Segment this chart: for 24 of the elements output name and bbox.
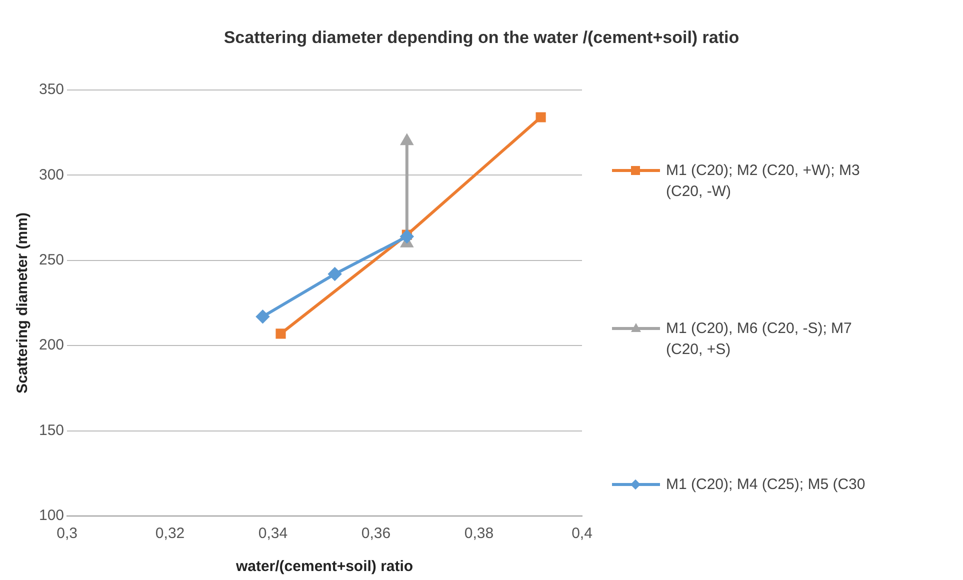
x-tick-label: 0,3 xyxy=(56,525,78,542)
legend-label: M1 (C20), M6 (C20, -S); M7 (C20, +S) xyxy=(666,319,853,360)
point xyxy=(400,230,414,244)
point xyxy=(401,134,413,146)
legend-label: M1 (C20); M2 (C20, +W); M3 (C20, -W) xyxy=(666,161,861,202)
y-tick-label: 250 xyxy=(38,252,64,269)
point xyxy=(536,112,546,122)
x-tick-label: 0,4 xyxy=(572,525,592,542)
x-tick-label: 0,38 xyxy=(464,525,494,542)
y-tick-label: 100 xyxy=(38,507,64,524)
y-tick-label: 300 xyxy=(38,166,64,184)
chart-title: Scattering diameter depending on the water /(cement+soil) ratio xyxy=(222,28,740,48)
point xyxy=(256,310,270,324)
x-tick-label: 0,34 xyxy=(258,525,288,542)
point xyxy=(276,328,286,339)
x-tick-label: 0,36 xyxy=(361,525,391,542)
point xyxy=(328,268,342,281)
y-tick-label: 350 xyxy=(38,81,64,98)
y-tick-label: 200 xyxy=(38,336,64,354)
x-axis-title: water/(cement+soil) ratio xyxy=(234,558,414,576)
x-tick-label: 0,32 xyxy=(155,525,185,542)
y-axis-title: Scattering diameter (mm) xyxy=(14,212,32,394)
legend-label: M1 (C20); M4 (C25); M5 (C30 xyxy=(666,475,866,495)
y-tick-label: 150 xyxy=(38,422,64,439)
